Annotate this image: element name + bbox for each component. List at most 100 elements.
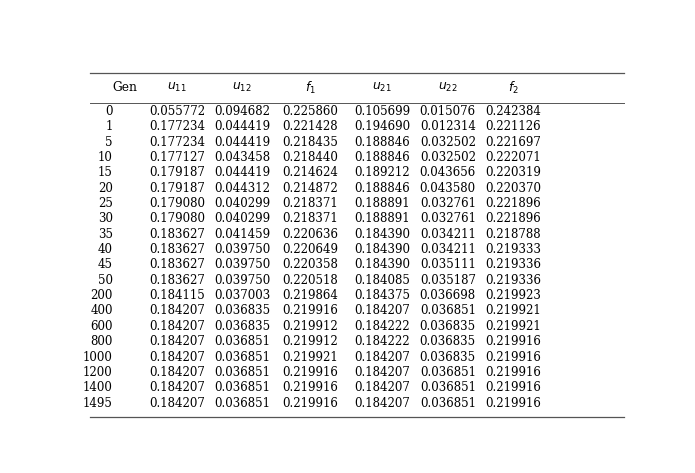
Text: $u_{11}$: $u_{11}$ (167, 81, 187, 94)
Text: 0.189212: 0.189212 (354, 166, 410, 179)
Text: $u_{12}$: $u_{12}$ (232, 81, 252, 94)
Text: 0.055772: 0.055772 (149, 105, 206, 118)
Text: 0.219333: 0.219333 (486, 243, 541, 256)
Text: 0.039750: 0.039750 (214, 258, 270, 272)
Text: 25: 25 (98, 197, 113, 210)
Text: 0.222071: 0.222071 (486, 151, 541, 164)
Text: 0.184207: 0.184207 (149, 305, 205, 317)
Text: 1: 1 (106, 120, 113, 133)
Text: $f_2$: $f_2$ (508, 79, 519, 96)
Text: 0.036835: 0.036835 (420, 320, 476, 333)
Text: 0.039750: 0.039750 (214, 243, 270, 256)
Text: 200: 200 (90, 289, 113, 302)
Text: 0.184222: 0.184222 (354, 320, 410, 333)
Text: 0.221896: 0.221896 (486, 212, 541, 225)
Text: 0.242384: 0.242384 (486, 105, 541, 118)
Text: 0.044419: 0.044419 (214, 166, 270, 179)
Text: 0.218440: 0.218440 (282, 151, 338, 164)
Text: 0.214624: 0.214624 (282, 166, 338, 179)
Text: 0.184390: 0.184390 (354, 258, 410, 272)
Text: 1200: 1200 (83, 366, 113, 379)
Text: 0.015076: 0.015076 (420, 105, 476, 118)
Text: 0.032761: 0.032761 (420, 197, 476, 210)
Text: 0.177127: 0.177127 (149, 151, 205, 164)
Text: 400: 400 (90, 305, 113, 317)
Text: 50: 50 (98, 274, 113, 287)
Text: 30: 30 (98, 212, 113, 225)
Text: 0.188891: 0.188891 (354, 197, 410, 210)
Text: 0.184085: 0.184085 (354, 274, 410, 287)
Text: 0: 0 (105, 105, 113, 118)
Text: 0.184222: 0.184222 (354, 335, 410, 348)
Text: 0.037003: 0.037003 (214, 289, 270, 302)
Text: 0.184375: 0.184375 (354, 289, 410, 302)
Text: 5: 5 (105, 136, 113, 149)
Text: 0.214872: 0.214872 (283, 182, 338, 195)
Text: 0.219916: 0.219916 (486, 396, 541, 410)
Text: 0.220518: 0.220518 (283, 274, 338, 287)
Text: 0.184207: 0.184207 (149, 350, 205, 364)
Text: 0.219912: 0.219912 (283, 335, 338, 348)
Text: 0.179080: 0.179080 (149, 212, 205, 225)
Text: 0.177234: 0.177234 (149, 136, 205, 149)
Text: 0.219916: 0.219916 (486, 366, 541, 379)
Text: 1000: 1000 (83, 350, 113, 364)
Text: 0.040299: 0.040299 (214, 212, 270, 225)
Text: 0.188846: 0.188846 (354, 151, 410, 164)
Text: 0.219916: 0.219916 (486, 335, 541, 348)
Text: 0.219923: 0.219923 (486, 289, 541, 302)
Text: 0.218371: 0.218371 (283, 197, 338, 210)
Text: 0.036851: 0.036851 (214, 350, 270, 364)
Text: 0.220636: 0.220636 (282, 228, 338, 241)
Text: 0.220358: 0.220358 (282, 258, 338, 272)
Text: 0.179187: 0.179187 (149, 166, 205, 179)
Text: 0.036851: 0.036851 (214, 335, 270, 348)
Text: $f_1$: $f_1$ (305, 79, 316, 96)
Text: 0.036851: 0.036851 (214, 366, 270, 379)
Text: 0.183627: 0.183627 (149, 243, 205, 256)
Text: 1495: 1495 (83, 396, 113, 410)
Text: 0.219921: 0.219921 (283, 350, 338, 364)
Text: 40: 40 (98, 243, 113, 256)
Text: 10: 10 (98, 151, 113, 164)
Text: 0.184207: 0.184207 (354, 305, 410, 317)
Text: 0.184207: 0.184207 (149, 396, 205, 410)
Text: 20: 20 (98, 182, 113, 195)
Text: 0.184207: 0.184207 (354, 396, 410, 410)
Text: 800: 800 (90, 335, 113, 348)
Text: 0.184207: 0.184207 (354, 366, 410, 379)
Text: 0.188846: 0.188846 (354, 182, 410, 195)
Text: 0.184207: 0.184207 (149, 335, 205, 348)
Text: 0.218788: 0.218788 (486, 228, 541, 241)
Text: 0.012314: 0.012314 (420, 120, 475, 133)
Text: 0.041459: 0.041459 (214, 228, 270, 241)
Text: 0.043580: 0.043580 (420, 182, 476, 195)
Text: 0.188891: 0.188891 (354, 212, 410, 225)
Text: 0.036698: 0.036698 (420, 289, 476, 302)
Text: 0.036851: 0.036851 (420, 366, 476, 379)
Text: 0.184207: 0.184207 (149, 381, 205, 394)
Text: 0.221126: 0.221126 (486, 120, 541, 133)
Text: 1400: 1400 (83, 381, 113, 394)
Text: Gen: Gen (113, 81, 138, 94)
Text: 0.219916: 0.219916 (486, 350, 541, 364)
Text: 15: 15 (98, 166, 113, 179)
Text: 0.032502: 0.032502 (420, 151, 476, 164)
Text: 0.034211: 0.034211 (420, 243, 475, 256)
Text: 0.035187: 0.035187 (420, 274, 476, 287)
Text: 0.183627: 0.183627 (149, 228, 205, 241)
Text: 0.036851: 0.036851 (420, 305, 476, 317)
Text: 0.218435: 0.218435 (282, 136, 338, 149)
Text: 0.177234: 0.177234 (149, 120, 205, 133)
Text: 0.044419: 0.044419 (214, 120, 270, 133)
Text: 0.179187: 0.179187 (149, 182, 205, 195)
Text: 0.184207: 0.184207 (149, 366, 205, 379)
Text: 0.219921: 0.219921 (486, 320, 541, 333)
Text: 0.219916: 0.219916 (486, 381, 541, 394)
Text: 0.044312: 0.044312 (214, 182, 270, 195)
Text: 0.179080: 0.179080 (149, 197, 205, 210)
Text: 0.043458: 0.043458 (214, 151, 270, 164)
Text: 0.220649: 0.220649 (282, 243, 338, 256)
Text: 0.183627: 0.183627 (149, 258, 205, 272)
Text: $u_{22}$: $u_{22}$ (438, 81, 457, 94)
